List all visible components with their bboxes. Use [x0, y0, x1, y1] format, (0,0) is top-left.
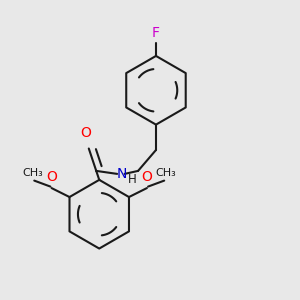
Text: N: N [116, 167, 127, 181]
Text: O: O [46, 170, 57, 184]
Text: CH₃: CH₃ [22, 168, 43, 178]
Text: O: O [80, 125, 91, 140]
Text: H: H [128, 173, 136, 186]
Text: F: F [152, 26, 160, 40]
Text: CH₃: CH₃ [155, 168, 176, 178]
Text: O: O [142, 170, 152, 184]
